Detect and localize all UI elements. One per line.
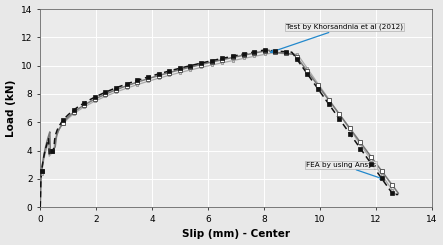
Y-axis label: Load (kN): Load (kN) bbox=[6, 79, 16, 137]
Text: Test by Khorsandnia et al (2012): Test by Khorsandnia et al (2012) bbox=[271, 24, 403, 53]
X-axis label: Slip (mm) - Center: Slip (mm) - Center bbox=[182, 230, 290, 239]
Text: FEA by using Ansys: FEA by using Ansys bbox=[306, 162, 383, 179]
